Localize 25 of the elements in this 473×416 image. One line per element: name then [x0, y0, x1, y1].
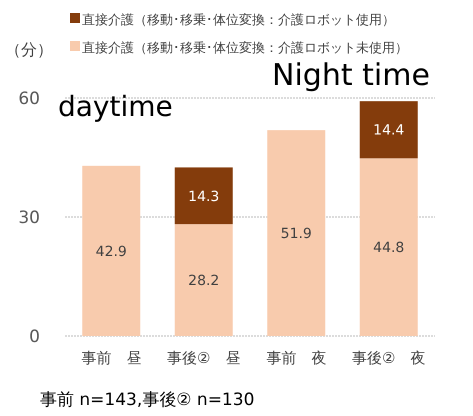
data-label: 44.8 [373, 240, 404, 256]
y-axis-title: （分） [5, 40, 53, 59]
bar [174, 167, 233, 224]
x-tick-label: 事前 夜 [266, 349, 326, 367]
data-label: 51.9 [280, 226, 312, 242]
annotation: daytime [58, 90, 173, 123]
data-label: 14.3 [188, 188, 220, 205]
legend-label: 直接介護（移動･移乗･体位変換：介護ロボット使用） [82, 12, 395, 28]
text: 事前 n=143,事後② n=130 [40, 390, 254, 410]
y-tick-label: 60 [18, 89, 40, 109]
text: Night time [272, 58, 430, 93]
bar [82, 166, 140, 336]
data-label: 28.2 [188, 273, 220, 290]
bar [360, 158, 418, 336]
y-tick-label: 0 [29, 327, 40, 347]
y-tick-label: 30 [18, 208, 40, 228]
bar [360, 101, 418, 158]
legend-label: 直接介護（移動･移乗･体位変換：介護ロボット未使用） [82, 40, 408, 56]
bar [267, 130, 326, 336]
bar [174, 224, 233, 336]
data-label: 14.4 [373, 122, 404, 139]
x-tick-label: 事後② 夜 [352, 349, 426, 367]
x-tick-label: 事後② 昼 [167, 349, 240, 367]
x-tick-label: 事前 昼 [81, 349, 142, 367]
data-label: 42.9 [96, 244, 127, 260]
